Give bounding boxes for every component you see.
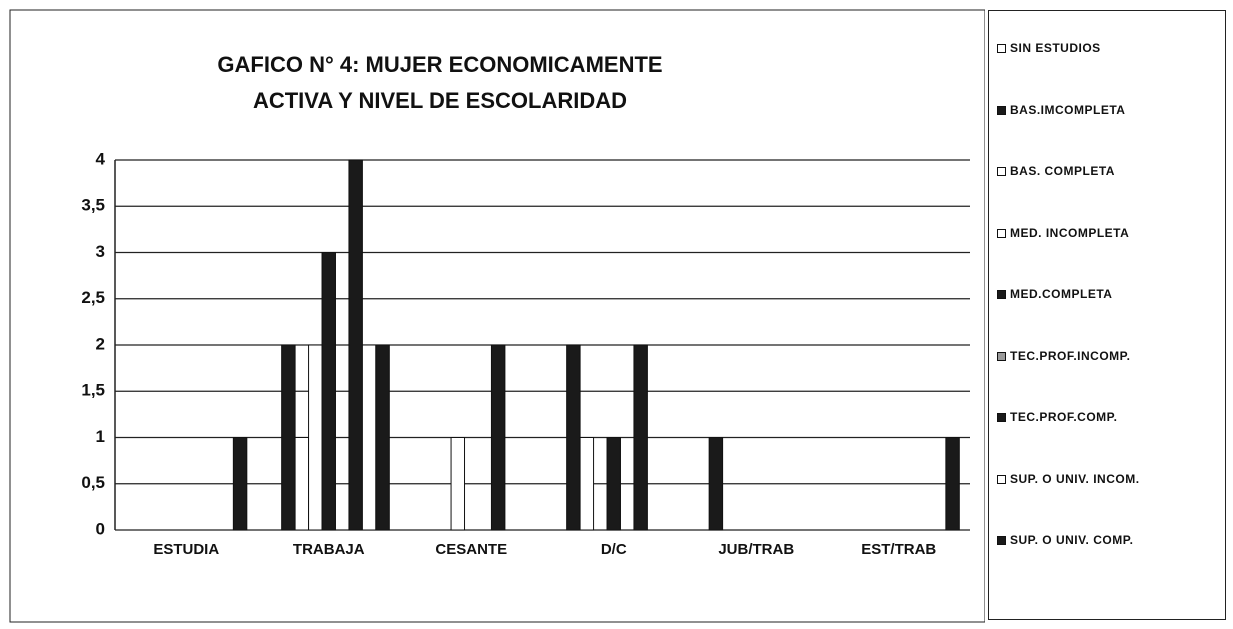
chart-frame <box>9 9 985 623</box>
legend-swatch <box>997 536 1006 545</box>
bar <box>361 344 377 531</box>
legend-label: SUP. O UNIV. INCOM. <box>1010 471 1140 486</box>
legend-item: SIN ESTUDIOS <box>997 41 1219 55</box>
y-tick-label: 2 <box>96 334 105 353</box>
legend-item: BAS.IMCOMPLETA <box>997 103 1219 117</box>
legend-item: BAS. COMPLETA <box>997 164 1219 178</box>
bar <box>945 437 960 531</box>
legend-item: TEC.PROF.INCOMP. <box>997 349 1219 363</box>
legend-label: SUP. O UNIV. COMP. <box>1010 533 1134 547</box>
legend-swatch <box>997 474 1006 484</box>
legend-label: BAS.IMCOMPLETA <box>1010 102 1126 117</box>
bar <box>708 437 724 531</box>
legend-item: MED.COMPLETA <box>997 287 1219 301</box>
y-tick-label: 4 <box>96 149 106 168</box>
legend-item: SUP. O UNIV. INCOM. <box>997 472 1219 486</box>
bar <box>375 344 390 531</box>
legend-swatch <box>997 44 1006 53</box>
bar <box>281 344 296 531</box>
legend-swatch <box>997 105 1006 115</box>
chart: GAFICO N° 4: MUJER ECONOMICAMENTE ACTIVA… <box>9 9 985 623</box>
legend-swatch <box>997 167 1006 176</box>
legend-item: SUP. O UNIV. COMP. <box>997 533 1219 547</box>
legend-swatch <box>997 228 1006 238</box>
x-tick-label: TRABAJA <box>293 541 365 558</box>
y-tick-label: 3 <box>96 242 105 261</box>
legend-swatch <box>997 290 1006 299</box>
legend-swatch <box>997 413 1006 422</box>
bar <box>566 344 581 531</box>
y-tick-label: 1,5 <box>81 381 105 400</box>
legend-label: MED. INCOMPLETA <box>1010 225 1130 240</box>
y-tick-label: 1 <box>96 427 105 446</box>
legend-item: TEC.PROF.COMP. <box>997 410 1219 424</box>
bar <box>232 437 248 531</box>
x-tick-label: ESTUDIA <box>153 541 219 558</box>
legend-label: TEC.PROF.COMP. <box>1010 410 1118 424</box>
legend-label: MED.COMPLETA <box>1010 287 1113 301</box>
legend-label: SIN ESTUDIOS <box>1010 41 1101 55</box>
bar <box>579 437 595 531</box>
x-tick-label: D/C <box>601 541 627 558</box>
legend-item: MED. INCOMPLETA <box>997 226 1219 240</box>
bar <box>321 252 336 531</box>
bar <box>633 344 648 531</box>
y-tick-label: 0 <box>96 519 105 538</box>
bar <box>294 437 310 531</box>
x-tick-label: CESANTE <box>435 541 507 558</box>
legend-swatch <box>997 351 1006 361</box>
legend-label: TEC.PROF.INCOMP. <box>1010 348 1131 363</box>
bar <box>308 344 323 531</box>
x-tick-label: JUB/TRAB <box>718 541 794 558</box>
x-tick-label: EST/TRAB <box>861 541 936 558</box>
y-tick-label: 0,5 <box>81 473 105 492</box>
legend: SIN ESTUDIOS BAS.IMCOMPLETA BAS. COMPLETA M… <box>988 10 1226 620</box>
bar <box>450 437 466 531</box>
bar <box>606 437 621 531</box>
bar <box>490 344 506 531</box>
y-tick-label: 2,5 <box>81 288 105 307</box>
y-tick-label: 3,5 <box>81 196 105 215</box>
chart-title: ACTIVA Y NIVEL DE ESCOLARIDAD <box>253 88 627 113</box>
chart-title: GAFICO N° 4: MUJER ECONOMICAMENTE <box>217 52 662 77</box>
bar <box>348 159 363 531</box>
legend-label: BAS. COMPLETA <box>1010 164 1115 178</box>
